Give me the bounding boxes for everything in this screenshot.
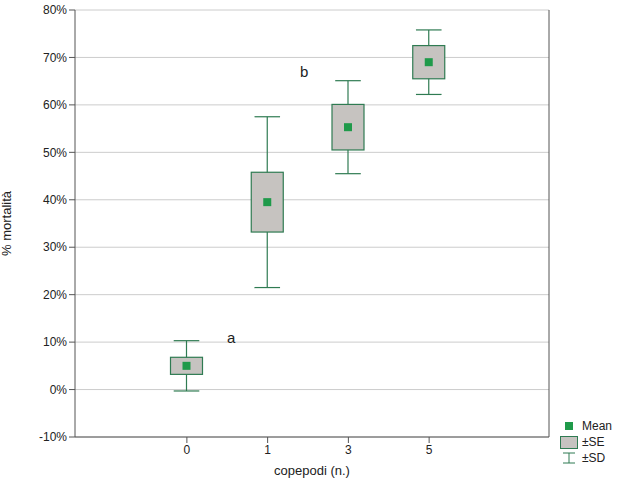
svg-text:0: 0 bbox=[184, 443, 191, 457]
svg-text:a: a bbox=[227, 329, 236, 346]
svg-text:30%: 30% bbox=[43, 240, 67, 254]
svg-text:% mortalità: % mortalità bbox=[8, 190, 14, 256]
svg-text:5: 5 bbox=[426, 443, 433, 457]
svg-text:b: b bbox=[300, 63, 308, 80]
svg-text:70%: 70% bbox=[43, 51, 67, 65]
html-text:Mean: Mean bbox=[582, 419, 612, 433]
svg-text:10%: 10% bbox=[43, 335, 67, 349]
svg-text:80%: 80% bbox=[43, 3, 67, 17]
svg-text:60%: 60% bbox=[43, 98, 67, 112]
svg-text:20%: 20% bbox=[43, 288, 67, 302]
svg-text:3: 3 bbox=[345, 443, 352, 457]
svg-text:0%: 0% bbox=[50, 383, 68, 397]
html-text:±SD: ±SD bbox=[582, 451, 606, 465]
svg-text:40%: 40% bbox=[43, 193, 67, 207]
svg-text:1: 1 bbox=[264, 443, 271, 457]
svg-text:copepodi (n.): copepodi (n.) bbox=[274, 463, 350, 478]
html-text:±SE: ±SE bbox=[582, 435, 605, 449]
svg-text:50%: 50% bbox=[43, 146, 67, 160]
svg-text:-10%: -10% bbox=[39, 430, 67, 444]
